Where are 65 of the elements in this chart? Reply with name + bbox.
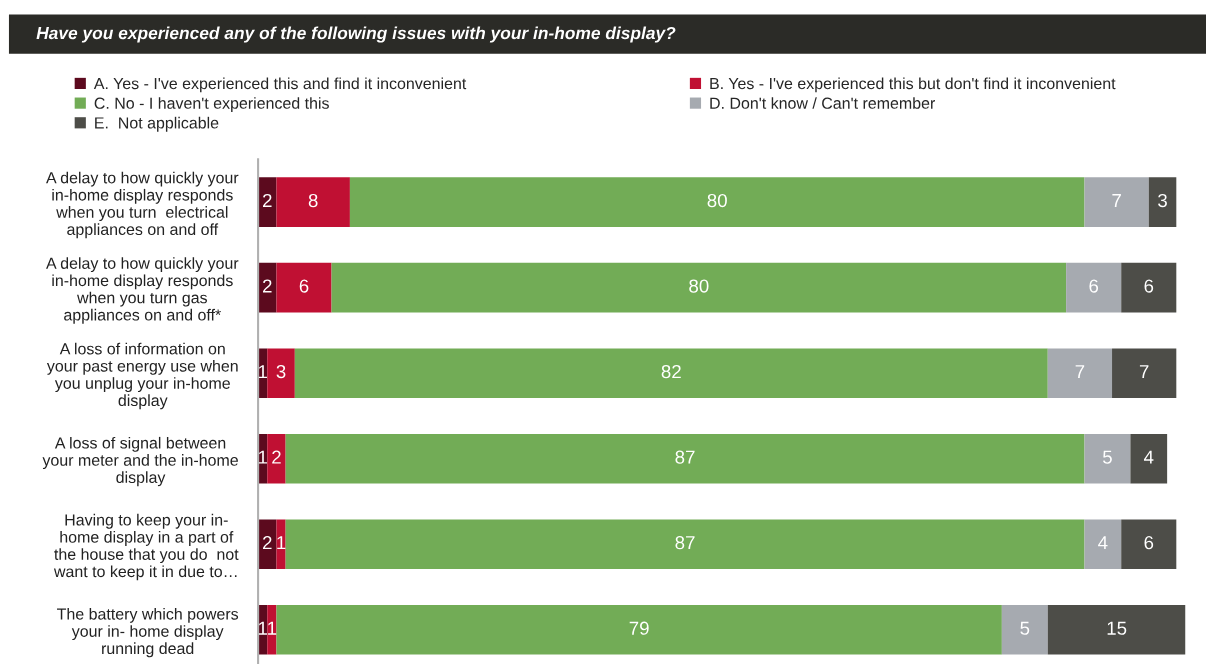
data-label: 80 (689, 279, 709, 293)
bar (349, 177, 1085, 227)
data-label: 82 (661, 364, 681, 379)
data-label: 2 (272, 450, 281, 464)
data-label: 2 (263, 193, 272, 207)
bar (294, 348, 1048, 398)
bar (276, 262, 332, 313)
bar (285, 519, 1085, 570)
y-tick-label: A loss of information on your past energy use when you unplug your in-home display (46, 342, 238, 410)
bar (1084, 433, 1131, 484)
bar (1121, 262, 1177, 313)
data-label: 5 (1102, 450, 1112, 464)
data-label: 15 (1107, 621, 1127, 635)
bar (331, 262, 1067, 313)
bar (276, 604, 1002, 655)
data-label: 6 (1089, 279, 1099, 293)
data-label: 7 (1075, 365, 1085, 379)
bar (1112, 348, 1177, 398)
data-label: 6 (1144, 536, 1154, 550)
bar (267, 433, 286, 484)
chart-title: Have you experienced any of the following issues with your in-home display? (36, 26, 676, 43)
data-label: 1 (258, 450, 267, 464)
bar (1084, 177, 1149, 227)
legend-label: A. Yes - I've experienced this and find it inconvenient (93, 77, 467, 93)
data-label: 6 (299, 279, 309, 293)
data-label: 80 (707, 193, 727, 208)
bar (1047, 348, 1113, 398)
data-label: 2 (263, 279, 272, 293)
bar (1121, 519, 1177, 570)
data-label: 87 (675, 450, 695, 464)
data-label: 7 (1139, 365, 1149, 379)
y-tick-label: A delay to how quickly your in-home display responds when you turn electrical appliances on and off (46, 171, 239, 239)
y-tick-label: Having to keep your in- home display in a part of the house that you do not want to keep it in due to… (53, 513, 239, 581)
y-tick-label: The battery which powers your in- home display running dead (57, 607, 239, 658)
data-label: 2 (263, 536, 272, 550)
data-label: 1 (268, 621, 277, 635)
data-label: 87 (675, 536, 695, 550)
bar (267, 348, 295, 398)
data-label: 1 (258, 621, 267, 635)
y-tick-label: A loss of signal between your meter and the in-home display (42, 436, 238, 487)
bar (1047, 604, 1186, 655)
data-label: 4 (1098, 536, 1108, 550)
legend-label: C. No - I haven't experienced this (94, 97, 329, 113)
legend-label: D. Don't know / Can't remember (710, 97, 936, 109)
data-label: 4 (1143, 450, 1154, 464)
bar (1130, 433, 1168, 484)
bar (276, 519, 286, 570)
bar (1084, 519, 1122, 570)
data-label: 8 (308, 193, 318, 208)
data-label: 1 (277, 536, 286, 550)
bar (1148, 177, 1177, 227)
data-label: 7 (1112, 194, 1121, 207)
data-label: 3 (276, 364, 286, 379)
legend-label: B. Yes - I've experienced this but don't find it inconvenient (710, 77, 1116, 93)
data-label: 6 (1144, 279, 1154, 293)
bar (276, 177, 350, 227)
y-tick-label: A delay to how quickly your in-home display responds when you turn gas appliances on and off* (46, 257, 239, 324)
bar (285, 433, 1085, 484)
data-label: 79 (629, 621, 649, 635)
data-label: 1 (258, 365, 267, 379)
data-label: 3 (1158, 193, 1167, 208)
bar (1001, 604, 1048, 655)
legend-label: E. Not applicable (95, 116, 219, 132)
data-label: 5 (1020, 621, 1030, 635)
bar (1066, 262, 1122, 313)
